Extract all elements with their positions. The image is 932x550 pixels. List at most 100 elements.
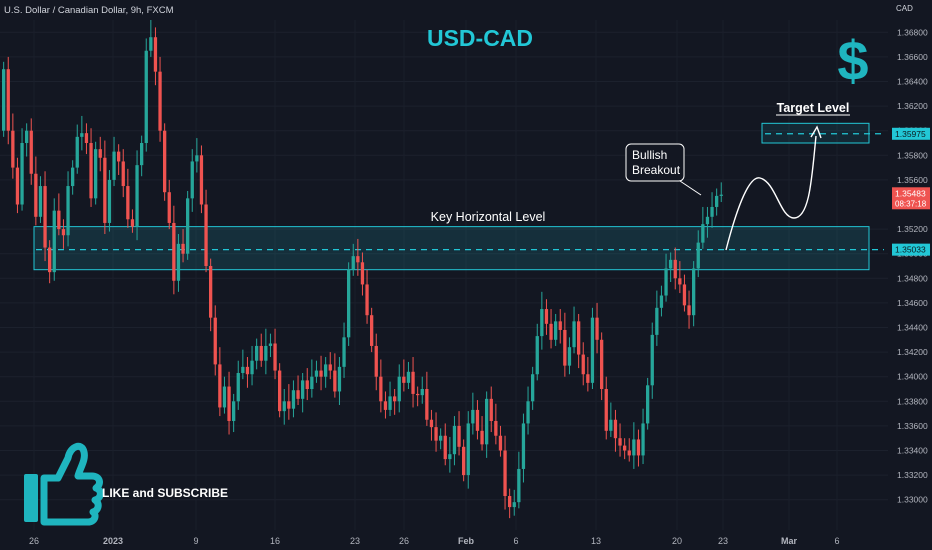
candle-body: [84, 133, 89, 143]
candle-body: [190, 161, 194, 199]
candle-body: [241, 366, 245, 374]
candle-body: [98, 149, 102, 158]
candle-body: [112, 151, 116, 180]
candle-body: [549, 323, 553, 340]
like-subscribe-text[interactable]: LIKE and SUBSCRIBE: [102, 486, 228, 500]
candle-body: [153, 37, 158, 72]
candle-body: [144, 50, 148, 143]
candle-body: [420, 389, 424, 396]
candle-body: [130, 219, 135, 227]
candle-body: [498, 435, 503, 451]
candle-body: [512, 502, 516, 508]
candle-body: [503, 450, 507, 497]
candle-body: [581, 354, 585, 375]
candle-body: [38, 186, 43, 217]
candle-body: [15, 167, 20, 205]
candle-body: [245, 366, 250, 375]
candle-body: [75, 136, 79, 168]
candle-body: [158, 71, 162, 131]
candle-body: [213, 317, 217, 365]
price-tick-label: 1.36200: [897, 101, 928, 111]
candle-body: [485, 398, 489, 445]
projection-arrowhead: [810, 125, 822, 139]
current-price-tag: 1.35483 08:37:18: [892, 187, 930, 210]
bullish-callout-pointer: [679, 180, 702, 196]
candle-body: [434, 427, 438, 441]
candle-body: [126, 186, 130, 220]
candle-body: [66, 186, 70, 236]
time-tick-label: 26: [399, 536, 409, 546]
candle-body: [466, 423, 470, 476]
price-tick-label: 1.35600: [897, 175, 928, 185]
candle-body: [333, 370, 337, 392]
thumbs-up-icon: [24, 442, 104, 526]
candle-body: [397, 376, 401, 402]
candle-body: [577, 321, 581, 355]
candle-body: [337, 366, 342, 392]
candle-body: [572, 321, 576, 348]
candle-body: [687, 305, 691, 316]
time-axis: 26 2023 9 16 23 26 Feb 6 13 20 23 Mar 6: [29, 536, 840, 546]
candle-body: [172, 222, 176, 281]
candle-body: [494, 420, 498, 436]
candle-body: [351, 256, 355, 270]
candle-body: [301, 380, 305, 399]
symbol-label: U.S. Dollar / Canadian Dollar, 9h, FXCM: [4, 5, 174, 16]
candle-body: [43, 186, 47, 248]
candle-body: [287, 401, 291, 409]
candle-body: [29, 130, 33, 174]
candle-body: [540, 309, 544, 337]
candle-body: [471, 409, 475, 424]
time-tick-label: 20: [672, 536, 682, 546]
candle-body: [80, 133, 84, 137]
candle-body: [370, 315, 374, 346]
candle-body: [232, 401, 236, 421]
candle-body: [531, 374, 535, 402]
candle-body: [632, 439, 636, 456]
candle-body: [567, 347, 572, 366]
candle-body: [11, 130, 15, 168]
candle-body: [57, 210, 61, 230]
price-tick-label: 1.35800: [897, 150, 928, 160]
dollar-sign-icon: $: [837, 29, 868, 92]
candle-body: [268, 343, 273, 346]
candle-body: [176, 243, 181, 281]
bullish-callout-box: [625, 143, 685, 182]
price-tick-label: 1.33800: [897, 396, 928, 406]
candle-body: [360, 262, 365, 285]
candle-body: [324, 364, 328, 377]
candle-body: [135, 165, 139, 227]
price-tick-label: 1.34200: [897, 347, 928, 357]
price-tick-label: 1.34400: [897, 323, 928, 333]
candle-body: [347, 269, 351, 338]
candle-body: [107, 179, 112, 223]
price-tick-label: 1.34600: [897, 298, 928, 308]
candle-body: [117, 151, 121, 162]
candle-body: [544, 309, 549, 324]
candle-body: [236, 373, 240, 402]
price-tick-label: 1.33400: [897, 446, 928, 456]
target-level-label: Target Level: [777, 101, 850, 115]
candle-body: [383, 401, 388, 410]
candle-body: [590, 317, 595, 383]
candle-body: [526, 401, 530, 424]
candle-body: [255, 345, 259, 361]
key-price-tag: 1.35033: [892, 243, 930, 256]
time-tick-label: 16: [270, 536, 280, 546]
candle-body: [646, 385, 650, 424]
time-tick-label: 9: [193, 536, 198, 546]
svg-text:1.35483: 1.35483: [895, 188, 926, 198]
candle-body: [586, 374, 590, 383]
candle-body: [609, 419, 613, 431]
candle-body: [719, 194, 723, 196]
candle-body: [636, 439, 641, 456]
time-tick-label: 13: [591, 536, 601, 546]
svg-text:08:37:18: 08:37:18: [895, 199, 927, 208]
candles-group: [2, 20, 723, 519]
candle-body: [149, 37, 153, 51]
candle-body: [604, 389, 608, 431]
candle-body: [374, 345, 378, 377]
key-horizontal-zone: [33, 226, 870, 271]
candle-body: [282, 401, 286, 412]
candle-body: [195, 155, 199, 162]
